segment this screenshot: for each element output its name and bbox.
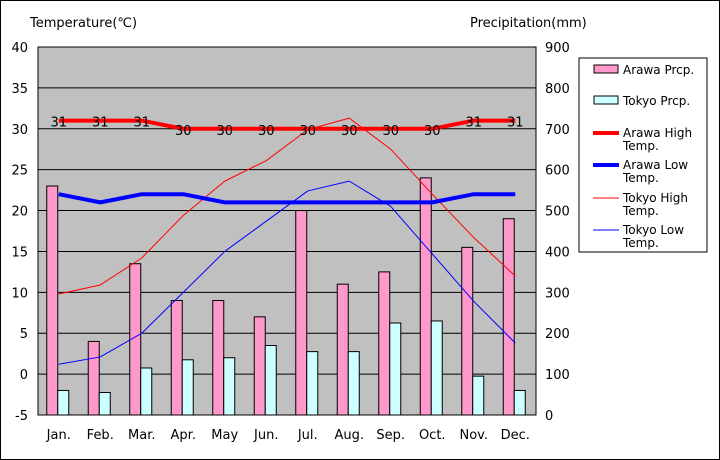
data-label: 30 xyxy=(216,124,233,139)
y-tick-label: 0 xyxy=(20,368,28,383)
bar-1 xyxy=(306,351,319,416)
legend-label: Arawa Prcp. xyxy=(623,63,694,77)
bar-1 xyxy=(57,389,70,416)
y-tick-label: 40 xyxy=(11,41,28,56)
y-tick-label: -5 xyxy=(15,409,28,424)
data-label: 31 xyxy=(92,116,109,131)
y-tick-label: 10 xyxy=(11,286,28,301)
legend-label: Arawa High Temp. xyxy=(622,126,692,153)
legend-label-line: Tokyo Prcp. xyxy=(622,94,690,108)
data-label: 30 xyxy=(175,124,192,139)
bar-1 xyxy=(389,322,402,416)
y2-tick-label: 200 xyxy=(545,327,570,342)
y-axis-title: Temperature(℃) xyxy=(30,16,138,31)
y2-axis-title: Precipitation(mm) xyxy=(470,16,587,31)
legend-label-line: Temp. xyxy=(622,236,659,250)
bar-0 xyxy=(419,177,432,416)
y-tick-label: 30 xyxy=(11,123,28,138)
y-tick-label: 5 xyxy=(20,327,28,342)
legend-swatch xyxy=(593,64,619,74)
bar-0 xyxy=(46,185,59,416)
data-label: 30 xyxy=(424,124,441,139)
bar-1 xyxy=(264,344,277,416)
bar-0 xyxy=(170,300,183,416)
bar-1 xyxy=(430,320,443,416)
bar-0 xyxy=(378,271,391,416)
x-tick-label: Nov. xyxy=(460,428,489,443)
legend-label: Tokyo Low Temp. xyxy=(622,223,684,250)
x-tick-label: Mar. xyxy=(128,428,155,443)
y-tick-label: 35 xyxy=(11,82,28,97)
bar-1 xyxy=(223,357,236,416)
legend-label-line: Arawa Prcp. xyxy=(623,63,694,77)
y2-tick-label: 900 xyxy=(545,41,570,56)
y2-tick-label: 600 xyxy=(545,164,570,179)
legend-label: Arawa Low Temp. xyxy=(622,158,688,185)
x-tick-label: Oct. xyxy=(419,428,446,443)
data-label: 31 xyxy=(465,116,482,131)
series-line xyxy=(58,180,516,365)
legend-label-line: Temp. xyxy=(622,204,659,218)
y2-tick-label: 0 xyxy=(545,409,553,424)
y2-tick-label: 800 xyxy=(545,82,570,97)
y2-tick-label: 700 xyxy=(545,123,570,138)
legend-label-line: Arawa High xyxy=(623,126,692,140)
bar-0 xyxy=(212,300,225,416)
legend-label-line: Arawa Low xyxy=(623,158,688,172)
y-tick-label: 25 xyxy=(11,164,28,179)
legend-label: Tokyo High Temp. xyxy=(622,191,688,218)
data-label: 30 xyxy=(299,124,316,139)
x-tick-label: Jun. xyxy=(253,428,278,443)
bar-0 xyxy=(129,263,142,416)
data-label: 31 xyxy=(50,116,67,131)
y-tick-label: 15 xyxy=(11,245,28,260)
bar-0 xyxy=(336,283,349,416)
data-label: 31 xyxy=(133,116,150,131)
bar-0 xyxy=(87,340,100,416)
bar-1 xyxy=(472,375,485,416)
x-tick-label: Apr. xyxy=(171,428,196,443)
x-tick-label: Dec. xyxy=(501,428,530,443)
bar-0 xyxy=(253,316,266,416)
data-label: 30 xyxy=(382,124,399,139)
series-line xyxy=(58,192,516,205)
legend-label-line: Temp. xyxy=(622,171,659,185)
legend-swatch xyxy=(593,95,619,105)
y2-tick-label: 500 xyxy=(545,205,570,220)
legend-label-line: Tokyo Low xyxy=(622,223,684,237)
data-label: 30 xyxy=(258,124,275,139)
x-tick-label: Jul. xyxy=(297,428,318,443)
y-tick-label: 20 xyxy=(11,205,28,220)
bar-0 xyxy=(461,246,474,416)
bar-1 xyxy=(513,389,526,416)
series-line xyxy=(58,118,516,131)
bar-1 xyxy=(98,392,111,416)
bar-0 xyxy=(295,210,308,416)
data-label: 30 xyxy=(341,124,358,139)
bar-0 xyxy=(502,218,515,416)
legend-label-line: Tokyo High xyxy=(622,191,688,205)
y2-tick-label: 400 xyxy=(545,245,570,260)
legend-label-line: Temp. xyxy=(622,139,659,153)
bar-1 xyxy=(347,351,360,416)
x-tick-label: May xyxy=(211,428,238,443)
plot-area xyxy=(37,46,537,416)
y2-tick-label: 300 xyxy=(545,286,570,301)
bar-1 xyxy=(140,367,153,416)
x-tick-label: Aug. xyxy=(334,428,364,443)
x-tick-label: Sep. xyxy=(376,428,405,443)
y2-tick-label: 100 xyxy=(545,368,570,383)
x-tick-label: Jan. xyxy=(46,428,71,443)
x-tick-label: Feb. xyxy=(87,428,114,443)
legend-label: Tokyo Prcp. xyxy=(622,94,690,108)
legend-box xyxy=(578,57,708,253)
data-label: 31 xyxy=(507,116,524,131)
bar-1 xyxy=(181,359,194,416)
